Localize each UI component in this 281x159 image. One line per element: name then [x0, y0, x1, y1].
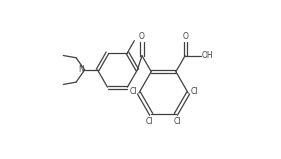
Text: Cl: Cl [190, 87, 198, 96]
Text: O: O [139, 31, 145, 41]
Text: N: N [78, 66, 84, 74]
Text: O: O [182, 31, 188, 41]
Text: OH: OH [202, 51, 213, 60]
Text: Cl: Cl [146, 117, 153, 126]
Text: Cl: Cl [129, 87, 137, 96]
Text: Cl: Cl [174, 117, 181, 126]
